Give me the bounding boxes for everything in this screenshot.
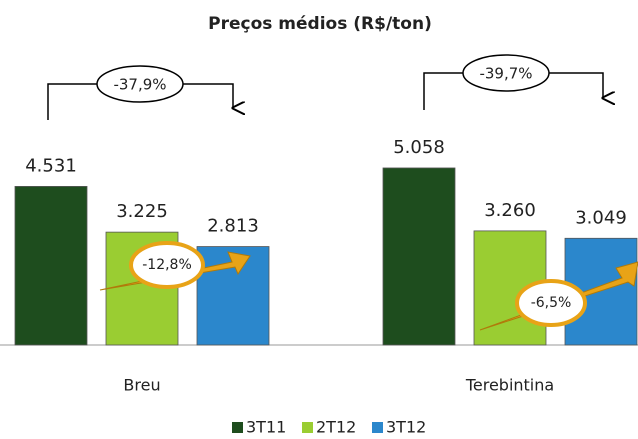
- legend-swatch: [232, 422, 243, 433]
- value-label: 2.813: [207, 216, 259, 237]
- annotation: -37,9%: [113, 76, 166, 94]
- legend-label: 2T12: [316, 418, 356, 437]
- annotation: -12,8%: [142, 257, 192, 273]
- annotation-ellipse: [515, 279, 587, 327]
- annotation-ellipse: [96, 65, 184, 103]
- legend-swatch: [302, 422, 313, 433]
- legend-label: 3T11: [246, 418, 286, 437]
- annotation-ellipse: [129, 241, 205, 289]
- value-label: 3.225: [116, 201, 168, 222]
- value-label: 5.058: [393, 137, 445, 158]
- trend-arrow: [479, 261, 638, 331]
- chart-title: Preços médios (R$/ton): [208, 14, 432, 34]
- x-tick-label: Breu: [123, 376, 160, 395]
- x-tick-label: Terebintina: [465, 376, 554, 395]
- value-label: 4.531: [25, 155, 77, 176]
- annotation-ellipse: [462, 54, 550, 92]
- trend-arrow: [99, 251, 251, 291]
- legend-label: 3T12: [386, 418, 426, 437]
- bar: [382, 167, 456, 346]
- bar: [14, 186, 88, 346]
- value-label: 3.049: [575, 207, 627, 228]
- value-label: 3.260: [484, 200, 536, 221]
- annotation: -39,7%: [479, 65, 532, 83]
- annotation: -6,5%: [531, 295, 572, 311]
- legend-swatch: [372, 422, 383, 433]
